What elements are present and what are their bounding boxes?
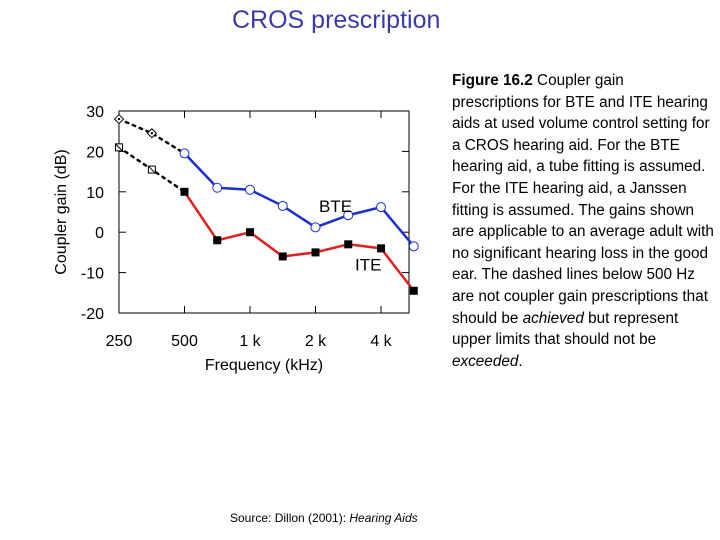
- y-tick-label: 30: [86, 104, 104, 121]
- ite-point: [311, 248, 320, 257]
- x-axis-label: Frequency (kHz): [205, 357, 323, 374]
- plot-frame: [118, 110, 410, 314]
- x-tick-label: 500: [171, 333, 198, 350]
- caption-emphasis-exceeded: exceeded: [452, 352, 519, 370]
- x-tick-label: 250: [106, 333, 133, 350]
- ite-point: [409, 286, 418, 295]
- bte-point: [343, 210, 354, 221]
- source-prefix: Source: Dillon (2001):: [230, 511, 350, 525]
- bte-limit-point-center: [150, 132, 154, 135]
- figure-label: Figure 16.2: [452, 72, 533, 89]
- bte-point: [376, 202, 386, 213]
- series-annotation-ite: ITE: [355, 256, 381, 275]
- caption-text-2: but represent upper limits that should n…: [452, 309, 679, 349]
- dashed-limit-line: [117, 117, 186, 155]
- bte-point: [310, 222, 321, 233]
- source-credit: Source: Dillon (2001): Hearing Aids: [230, 511, 418, 525]
- caption-text-1: Coupler gain prescriptions for BTE and I…: [452, 72, 714, 327]
- y-axis-label: Coupler gain (dB): [53, 149, 70, 274]
- bte-point: [245, 184, 255, 195]
- figure-caption: Figure 16.2 Coupler gain prescriptions f…: [452, 70, 714, 372]
- bte-point: [277, 200, 288, 211]
- y-tick-label: 0: [95, 225, 104, 242]
- series-annotation-bte: BTE: [319, 197, 352, 216]
- bte-point: [212, 182, 223, 193]
- ite-point: [377, 244, 385, 253]
- x-tick-label: 4 k: [370, 333, 392, 350]
- series-line-bte: [183, 152, 416, 248]
- y-tick-label: 20: [86, 144, 104, 161]
- slide-title: CROS prescription: [232, 6, 441, 34]
- caption-emphasis-achieved: achieved: [522, 309, 584, 327]
- caption-text-3: .: [518, 352, 523, 370]
- source-book-title: Hearing Aids: [349, 511, 418, 525]
- ite-point: [278, 252, 287, 261]
- y-tick-label: -10: [81, 266, 104, 283]
- ite-point: [180, 187, 189, 196]
- y-tick-label: 10: [86, 185, 104, 202]
- bte-limit-point-center: [117, 117, 121, 121]
- ite-limit-point-cross: [148, 165, 156, 174]
- ite-point: [213, 236, 222, 245]
- bte-point: [179, 148, 190, 159]
- ite-point: [246, 228, 254, 237]
- x-tick-label: 2 k: [305, 333, 327, 350]
- ite-limit-point-cross: [115, 143, 123, 152]
- bte-point: [408, 241, 419, 252]
- ite-point: [344, 240, 353, 249]
- y-tick-label: -20: [81, 306, 104, 323]
- series-line-ite: [183, 190, 416, 293]
- x-tick-label: 1 k: [239, 333, 261, 350]
